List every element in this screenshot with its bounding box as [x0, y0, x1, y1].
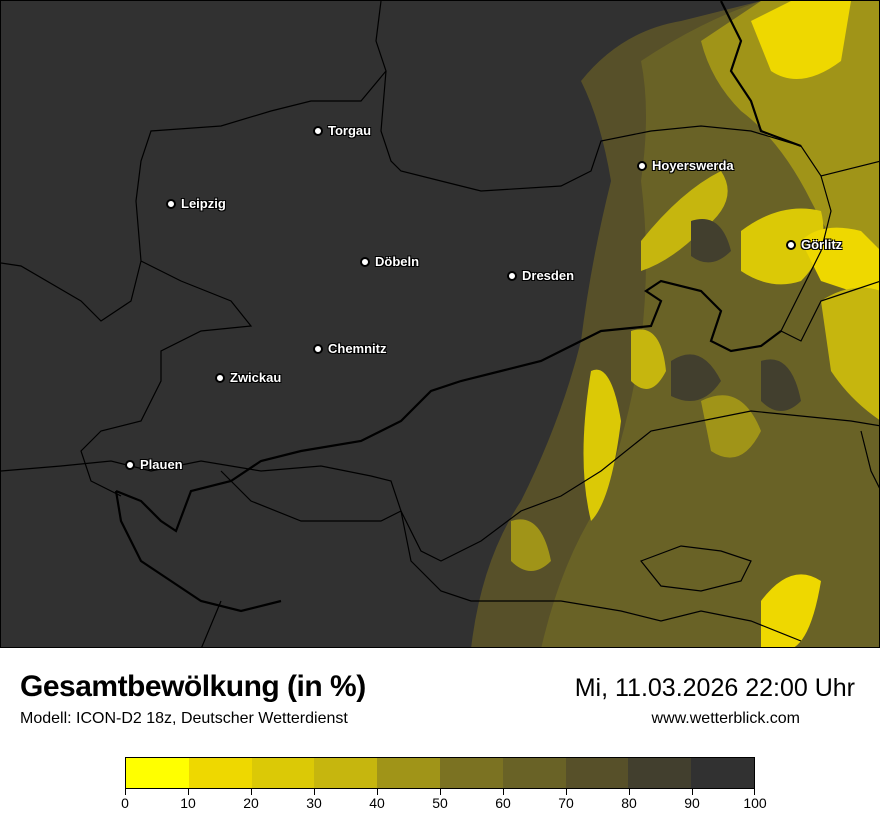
city-label: Zwickau [230, 370, 282, 385]
legend-swatch [126, 758, 189, 788]
legend-tick-mark [377, 789, 378, 795]
city-marker-plauen: Plauen [125, 458, 183, 472]
city-marker-chemnitz: Chemnitz [313, 342, 387, 356]
legend-tick-mark [503, 789, 504, 795]
legend-swatch [188, 758, 252, 788]
national-border [114, 1, 802, 613]
city-dot-icon [215, 372, 225, 383]
legend-tick-label: 70 [558, 795, 574, 811]
legend-tick-mark [629, 789, 630, 795]
legend-tick-label: 10 [180, 795, 196, 811]
legend-tick-mark [566, 789, 567, 795]
legend-tick-mark [692, 789, 693, 795]
city-marker-goerlitz: Görlitz [786, 238, 842, 252]
city-dot-icon [125, 459, 135, 470]
legend-tick-label: 60 [495, 795, 511, 811]
city-marker-dresden: Dresden [507, 269, 574, 283]
city-label: Döbeln [375, 254, 420, 269]
legend-tick-label: 20 [243, 795, 259, 811]
city-marker-zwickau: Zwickau [215, 371, 281, 385]
cloud-cover-map: Torgau Leipzig Hoyerswerda Görlitz Döbel… [0, 0, 880, 648]
city-label: Chemnitz [328, 341, 387, 356]
city-dot-icon [786, 239, 796, 250]
website-link[interactable]: www.wetterblick.com [651, 710, 800, 727]
legend-tick-label: 100 [743, 795, 767, 811]
legend-swatch [628, 758, 692, 788]
city-dot-icon [166, 198, 176, 209]
map-layer [1, 1, 879, 647]
legend-tick-label: 0 [121, 795, 129, 811]
legend-swatch [314, 758, 378, 788]
city-dot-icon [313, 343, 323, 354]
city-label: Leipzig [181, 196, 226, 211]
city-label: Plauen [140, 457, 183, 472]
legend-swatch [565, 758, 629, 788]
cloud-cover-areas [471, 1, 879, 647]
legend-tick-mark [125, 789, 126, 795]
map-title: Gesamtbewölkung (in %) [20, 670, 366, 703]
legend-swatch [502, 758, 566, 788]
city-marker-hoyerswerda: Hoyerswerda [637, 159, 734, 173]
forecast-datetime: Mi, 11.03.2026 22:00 Uhr [574, 674, 855, 702]
legend-tick-mark [440, 789, 441, 795]
city-label: Dresden [522, 268, 575, 283]
legend-swatch [377, 758, 440, 788]
borders [1, 1, 879, 647]
city-marker-leipzig: Leipzig [166, 197, 226, 211]
city-dot-icon [507, 270, 517, 281]
legend-tick-label: 40 [369, 795, 385, 811]
model-source: Modell: ICON-D2 18z, Deutscher Wetterdie… [20, 710, 348, 727]
city-dot-icon [637, 160, 647, 171]
city-label: Hoyerswerda [652, 158, 734, 173]
city-marker-torgau: Torgau [313, 124, 371, 138]
city-marker-doebeln: Döbeln [360, 255, 419, 269]
color-legend [125, 757, 755, 789]
legend-tick-label: 30 [306, 795, 322, 811]
legend-tick-label: 80 [621, 795, 637, 811]
legend-tick-label: 90 [684, 795, 700, 811]
legend-swatch [439, 758, 503, 788]
city-dot-icon [313, 125, 323, 136]
legend-swatch [691, 758, 754, 788]
legend-tick-mark [314, 789, 315, 795]
legend-tick-mark [251, 789, 252, 795]
city-label: Görlitz [801, 237, 843, 252]
legend-tick-label: 50 [432, 795, 448, 811]
legend-tick-mark [188, 789, 189, 795]
legend-ticks: 0 10 20 30 40 50 60 70 80 90 100 [121, 789, 767, 819]
legend-tick-mark [754, 789, 755, 795]
city-label: Torgau [328, 123, 372, 138]
legend-swatch [251, 758, 315, 788]
city-dot-icon [360, 256, 370, 267]
